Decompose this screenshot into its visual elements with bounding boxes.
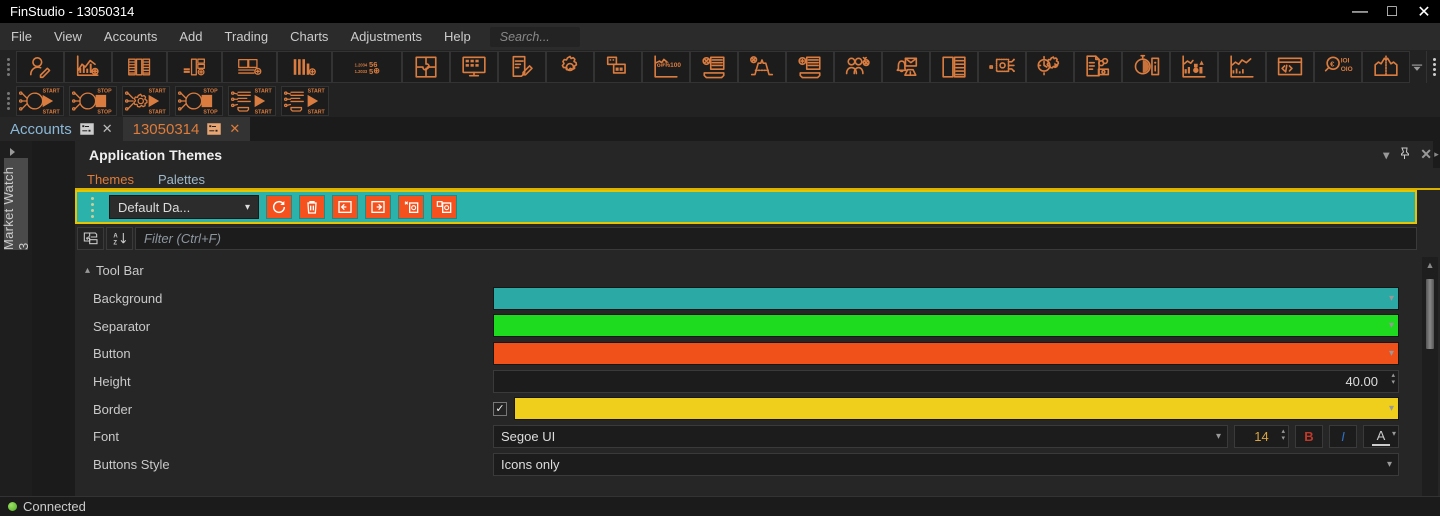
svg-text:1.2034: 1.2034: [355, 62, 368, 67]
svg-text:START: START: [308, 109, 326, 115]
svg-text:IOI: IOI: [1341, 58, 1350, 65]
svg-text:STOP: STOP: [203, 109, 218, 115]
svg-text:STOP: STOP: [97, 88, 112, 94]
svg-text:START: START: [149, 109, 167, 115]
svg-text:START: START: [43, 88, 61, 94]
svg-text:STOP: STOP: [203, 88, 218, 94]
svg-text:5: 5: [369, 67, 373, 76]
svg-text:A: A: [113, 233, 118, 239]
svg-text:STOP: STOP: [97, 109, 112, 115]
svg-text:€: €: [1330, 59, 1335, 68]
svg-text:START: START: [43, 109, 61, 115]
svg-text:OIO: OIO: [1341, 66, 1353, 73]
svg-text:START: START: [255, 88, 273, 94]
svg-text:1.2033: 1.2033: [355, 69, 368, 74]
svg-text:START: START: [149, 88, 167, 94]
svg-text:START: START: [308, 88, 326, 94]
svg-text:Z: Z: [113, 240, 117, 246]
svg-text:o#%100: o#%100: [657, 62, 682, 69]
svg-text:START: START: [255, 109, 273, 115]
